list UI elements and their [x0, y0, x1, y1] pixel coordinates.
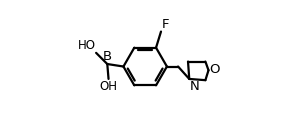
Text: OH: OH: [99, 79, 118, 93]
Text: HO: HO: [78, 39, 95, 52]
Text: O: O: [210, 63, 220, 76]
Text: B: B: [103, 50, 112, 63]
Text: N: N: [190, 80, 200, 93]
Text: F: F: [162, 18, 169, 30]
